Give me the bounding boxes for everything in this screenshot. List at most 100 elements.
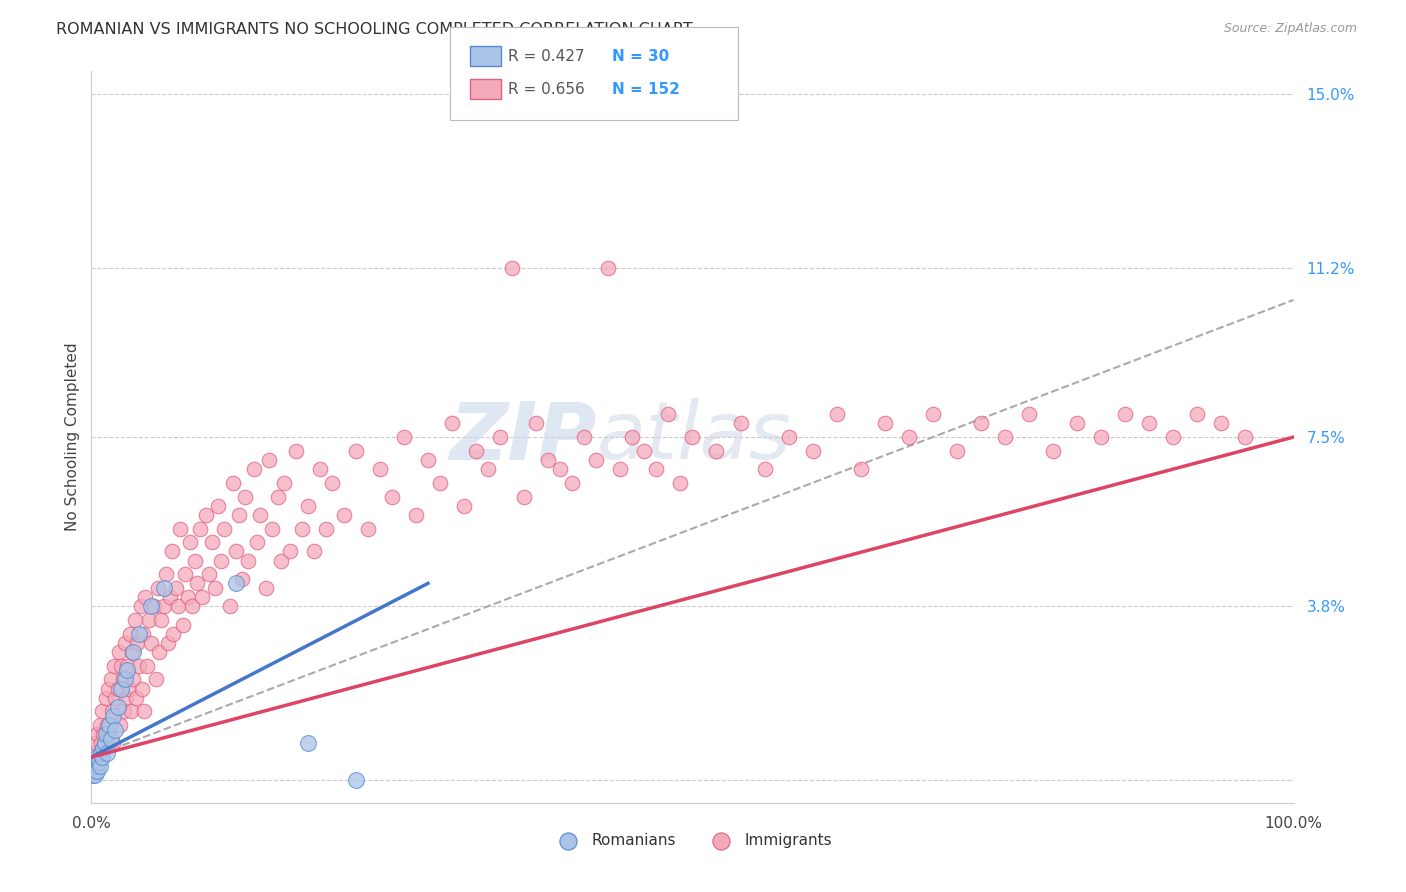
Point xyxy=(110,658,132,673)
Point xyxy=(93,727,115,741)
Point xyxy=(621,430,644,444)
Point xyxy=(100,673,122,687)
Point xyxy=(141,599,163,614)
Text: ROMANIAN VS IMMIGRANTS NO SCHOOLING COMPLETED CORRELATION CHART: ROMANIAN VS IMMIGRANTS NO SCHOOLING COMP… xyxy=(56,22,693,37)
Point xyxy=(194,508,217,522)
Point xyxy=(278,544,301,558)
Point xyxy=(273,475,295,490)
Point xyxy=(260,521,283,535)
Point xyxy=(121,645,143,659)
Point xyxy=(501,260,523,275)
Point xyxy=(96,718,118,732)
Point xyxy=(87,755,110,769)
Point xyxy=(160,544,183,558)
Point xyxy=(114,636,136,650)
Point xyxy=(125,690,148,705)
Point xyxy=(204,581,226,595)
Point xyxy=(1234,430,1257,444)
Point xyxy=(598,260,620,275)
Point xyxy=(198,567,221,582)
Point xyxy=(101,705,124,719)
Point xyxy=(231,572,253,586)
Point xyxy=(84,746,107,760)
Point xyxy=(91,705,114,719)
Point xyxy=(188,521,211,535)
Point xyxy=(242,462,264,476)
Point xyxy=(477,462,499,476)
Point xyxy=(754,462,776,476)
Point xyxy=(124,613,146,627)
Point xyxy=(513,490,536,504)
Point xyxy=(849,462,872,476)
Point xyxy=(825,407,848,421)
Point xyxy=(132,626,155,640)
Point xyxy=(392,430,415,444)
Point xyxy=(291,521,314,535)
Point xyxy=(179,535,201,549)
Point xyxy=(357,521,380,535)
Point xyxy=(148,645,170,659)
Point xyxy=(103,658,125,673)
Point xyxy=(141,636,163,650)
Point xyxy=(107,681,129,696)
Point xyxy=(89,718,111,732)
Point xyxy=(778,430,800,444)
Point xyxy=(128,626,150,640)
Point xyxy=(1018,407,1040,421)
Point xyxy=(209,553,232,567)
Point xyxy=(222,475,245,490)
Point xyxy=(181,599,204,614)
Point xyxy=(84,759,107,773)
Point xyxy=(176,590,198,604)
Point xyxy=(94,727,117,741)
Text: N = 152: N = 152 xyxy=(612,82,679,97)
Point xyxy=(84,768,107,782)
Point xyxy=(167,599,190,614)
Point xyxy=(284,443,307,458)
Point xyxy=(152,599,174,614)
Point xyxy=(97,681,120,696)
Point xyxy=(86,727,108,741)
Point xyxy=(440,417,463,431)
Point xyxy=(381,490,404,504)
Point xyxy=(129,599,152,614)
Point xyxy=(609,462,631,476)
Point xyxy=(134,590,156,604)
Point xyxy=(489,430,512,444)
Point xyxy=(155,567,177,582)
Point xyxy=(174,567,197,582)
Point xyxy=(405,508,427,522)
Text: Source: ZipAtlas.com: Source: ZipAtlas.com xyxy=(1223,22,1357,36)
Point xyxy=(633,443,655,458)
Point xyxy=(104,690,127,705)
Point xyxy=(86,750,108,764)
Point xyxy=(302,544,325,558)
Point xyxy=(254,581,277,595)
Point xyxy=(110,681,132,696)
Point xyxy=(1211,417,1233,431)
Point xyxy=(94,690,117,705)
Point xyxy=(101,709,124,723)
Point xyxy=(225,544,247,558)
Point xyxy=(82,768,104,782)
Text: N = 30: N = 30 xyxy=(612,49,669,64)
Point xyxy=(82,764,104,778)
Point xyxy=(333,508,356,522)
Point xyxy=(83,755,105,769)
Point xyxy=(83,764,105,778)
Point xyxy=(236,553,259,567)
Point xyxy=(128,658,150,673)
Point xyxy=(104,723,127,737)
Point xyxy=(1187,407,1209,421)
Point xyxy=(297,736,319,750)
Point xyxy=(93,736,115,750)
Point xyxy=(585,453,607,467)
Point xyxy=(218,599,240,614)
Point xyxy=(186,576,208,591)
Point xyxy=(98,727,121,741)
Point xyxy=(970,417,993,431)
Point xyxy=(98,718,121,732)
Point xyxy=(120,705,142,719)
Point xyxy=(730,417,752,431)
Point xyxy=(96,746,118,760)
